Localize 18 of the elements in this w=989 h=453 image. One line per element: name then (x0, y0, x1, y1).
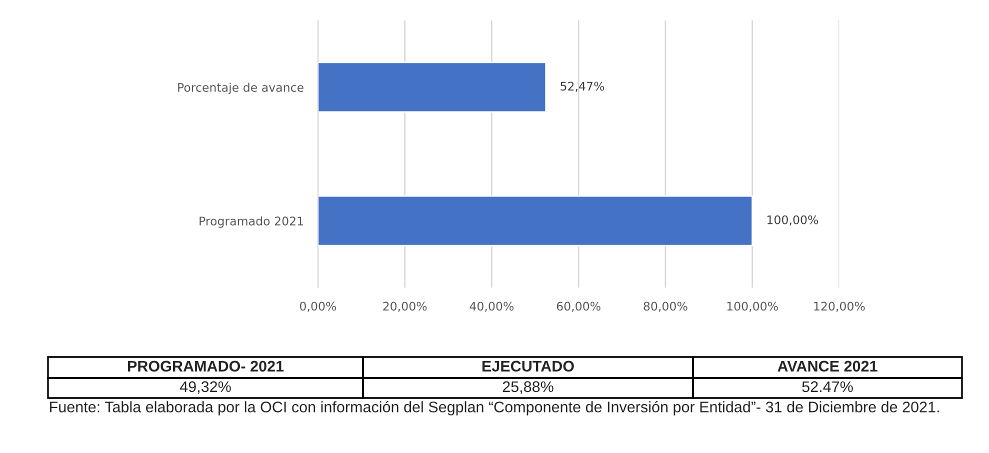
y-tick-label: Porcentaje de avance (178, 82, 304, 94)
x-tick-label: 0,00% (300, 302, 336, 312)
y-tick-label: Programado 2021 (200, 216, 303, 228)
text: PROGRAMADO- 2021 (128, 360, 284, 372)
x-tick-label: 100,00% (727, 302, 778, 312)
text: 52.47% (802, 381, 853, 392)
x-tick-label: 80,00% (644, 302, 688, 312)
text: 25,88% (502, 381, 554, 394)
data-label: 52,47% (560, 82, 604, 92)
text: AVANCE 2021 (778, 360, 878, 372)
x-tick-label: 120,00% (814, 302, 865, 312)
source-note: Fuente: Tabla elaborada por la OCI con información del Segplan “Componente de Inversión por Entidad”- 31 de Diciembre de 2021. (50, 401, 939, 416)
data-label: 100,00% (767, 215, 818, 226)
text: EJECUTADO (482, 360, 574, 372)
x-tick-label: 60,00% (556, 302, 600, 312)
x-tick-label: 20,00% (383, 302, 427, 312)
text: 49,32% (180, 381, 231, 394)
x-tick-label: 40,00% (470, 302, 514, 312)
